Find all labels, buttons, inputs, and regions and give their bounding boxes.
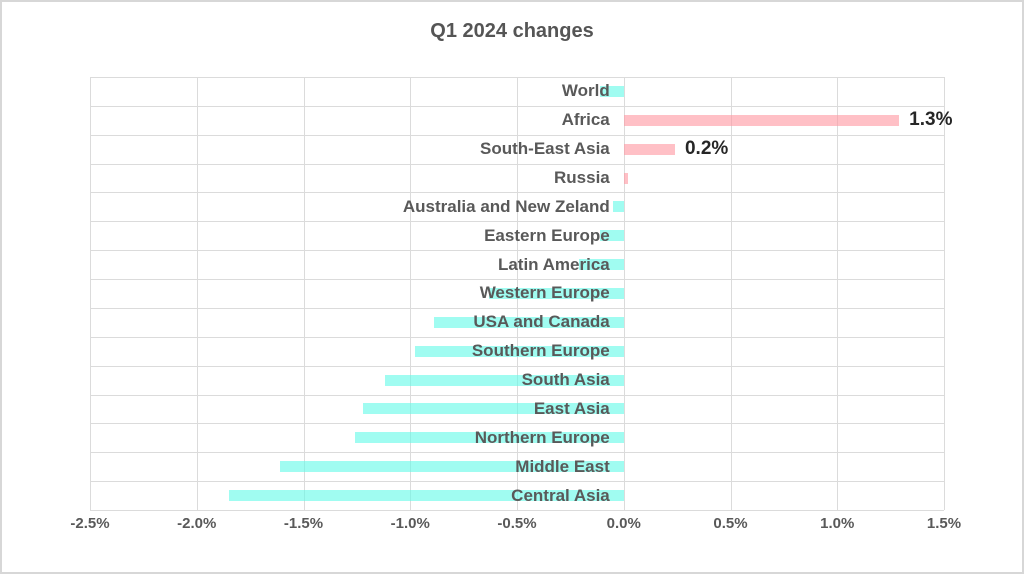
x-axis-tick-label: -2.0% — [177, 515, 217, 532]
category-label: South-East Asia — [480, 139, 610, 159]
bar-row: Northern Europe — [90, 423, 944, 452]
bar-world — [600, 85, 624, 97]
gridline-horizontal — [90, 481, 944, 482]
bar-east-asia — [363, 403, 624, 415]
bar-row: Eastern Europe — [90, 221, 944, 250]
gridline-horizontal — [90, 192, 944, 193]
bar-northern-europe — [354, 432, 624, 444]
x-axis-tick-label: 1.5% — [926, 515, 962, 532]
bar-row: East Asia — [90, 395, 944, 424]
category-label: Northern Europe — [474, 427, 610, 447]
x-axis-tick-label: 0.0% — [606, 515, 641, 532]
gridline-horizontal — [90, 250, 944, 251]
gridline-vertical — [410, 77, 412, 510]
bar-row: South Asia — [90, 366, 944, 395]
gridline-vertical — [196, 77, 198, 510]
bar-row: South-East Asia 0.2% — [90, 135, 944, 164]
bar-row: Central Asia — [90, 481, 944, 510]
bar-western-europe — [489, 287, 624, 299]
bar-data-label: 0.2% — [684, 138, 729, 160]
category-label: Eastern Europe — [484, 225, 610, 245]
gridline-horizontal — [90, 106, 944, 107]
bar-row: Western Europe — [90, 279, 944, 308]
bar-south-east-asia — [623, 143, 675, 155]
bar-row: Australia and New Zeland — [90, 192, 944, 221]
bar-south-asia — [384, 374, 624, 386]
gridline-horizontal — [90, 77, 944, 78]
bar-usa-and-canada — [433, 316, 624, 328]
bar-data-label: 1.3% — [909, 109, 953, 131]
gridline-horizontal — [90, 279, 944, 280]
gridline-horizontal — [90, 510, 944, 511]
category-label: Central Asia — [511, 485, 610, 505]
gridline-horizontal — [90, 221, 944, 222]
gridline-horizontal — [90, 395, 944, 396]
x-axis-tick-label: -1.0% — [390, 515, 430, 532]
category-label: Australia and New Zeland — [402, 196, 610, 216]
bar-row: World — [90, 77, 944, 106]
gridline-horizontal — [90, 337, 944, 338]
category-label: Africa — [561, 110, 610, 130]
category-label: Middle East — [515, 456, 610, 476]
gridline-horizontal — [90, 423, 944, 424]
gridline-vertical — [944, 77, 945, 510]
gridline-vertical — [90, 77, 91, 510]
bar-row: Southern Europe — [90, 337, 944, 366]
bar-australia-and-new-zeland — [613, 201, 624, 213]
bar-latin-america — [578, 259, 624, 271]
x-axis-tick-label: -1.5% — [283, 515, 324, 532]
bar-middle-east — [280, 461, 624, 473]
gridline-horizontal — [90, 135, 944, 136]
gridline-vertical — [623, 77, 625, 510]
gridline-vertical — [730, 77, 732, 510]
gridline-vertical — [837, 77, 839, 510]
gridline-horizontal — [90, 366, 944, 367]
bar-africa — [623, 114, 900, 126]
plot-area: World Africa 1.3% South-East Asia 0.2% Russia… — [90, 77, 953, 511]
category-label: Latin America — [497, 254, 610, 274]
category-label: East Asia — [533, 398, 610, 418]
bar-southern-europe — [414, 345, 624, 357]
bar-russia — [623, 172, 629, 184]
gridline-horizontal — [90, 164, 944, 165]
category-label: World — [561, 81, 610, 101]
gridline-horizontal — [90, 308, 944, 309]
bar-row: Latin America — [90, 250, 944, 279]
bar-eastern-europe — [600, 230, 624, 242]
bar-row: Middle East — [90, 452, 944, 481]
category-label: South Asia — [521, 370, 610, 390]
chart-title: Q1 2024 changes — [430, 20, 594, 42]
bar-row: Africa 1.3% — [90, 106, 953, 135]
category-label: USA and Canada — [473, 312, 610, 332]
bar-row: USA and Canada — [90, 308, 944, 337]
x-axis-tick-label: 1.0% — [820, 515, 855, 532]
gridline-vertical — [303, 77, 305, 510]
category-label: Russia — [554, 168, 610, 188]
bar-central-asia — [228, 490, 624, 502]
x-axis-tick-label: -0.5% — [497, 515, 537, 532]
x-axis: -2.5% -2.0% -1.5% -1.0% -0.5% 0.0% 0.5% 1.0% 1.5… — [2, 515, 1022, 539]
category-label: Western Europe — [479, 283, 610, 303]
x-axis-tick-label: 0.5% — [713, 515, 748, 532]
bar-row: Russia — [90, 164, 944, 193]
gridline-horizontal — [90, 452, 944, 453]
category-label: Southern Europe — [471, 341, 610, 361]
x-axis-tick-label: -2.5% — [70, 515, 110, 532]
